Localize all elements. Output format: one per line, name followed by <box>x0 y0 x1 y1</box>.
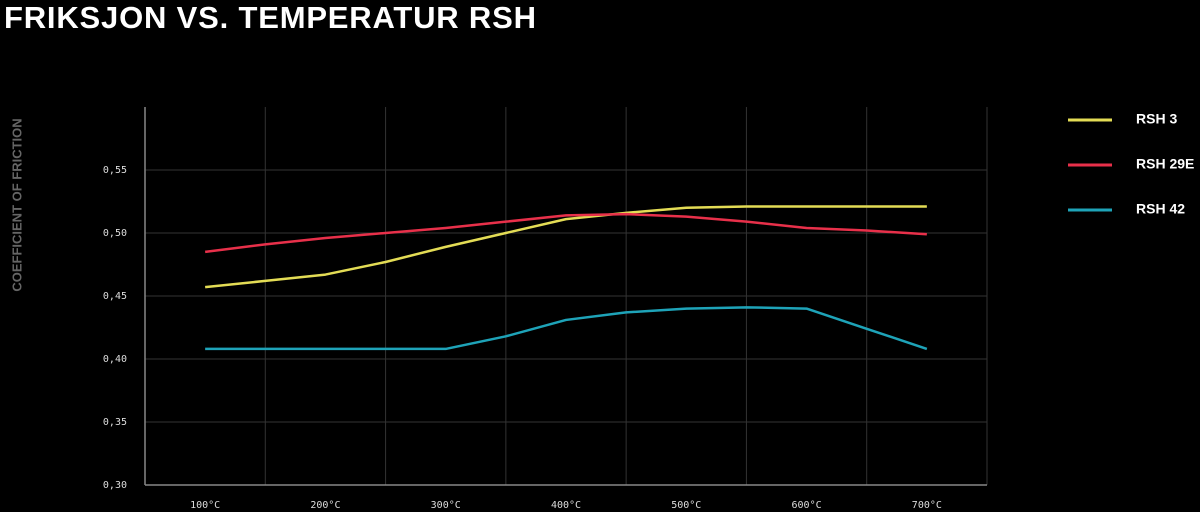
y-tick-label: 0,50 <box>103 228 127 239</box>
x-tick-label: 500°C <box>671 500 701 511</box>
y-tick-label: 0,55 <box>103 165 127 176</box>
y-axis-label: COEFFICIENT OF FRICTION <box>9 118 24 291</box>
legend-label: RSH 42 <box>1136 201 1185 217</box>
x-tick-label: 100°C <box>190 500 220 511</box>
x-tick-label: 200°C <box>310 500 340 511</box>
chart-title: FRIKSJON VS. TEMPERATUR RSH <box>4 0 536 35</box>
y-tick-label: 0,30 <box>103 480 127 491</box>
y-tick-label: 0,40 <box>103 354 127 365</box>
x-tick-label: 700°C <box>912 500 942 511</box>
y-tick-label: 0,45 <box>103 291 127 302</box>
y-tick-label: 0,35 <box>103 417 127 428</box>
series-line <box>205 205 927 289</box>
series-line <box>205 306 928 351</box>
legend-label: RSH 29E <box>1136 156 1194 172</box>
x-tick-label: 400°C <box>551 500 581 511</box>
x-tick-label: 300°C <box>431 500 461 511</box>
x-tick-label: 600°C <box>792 500 822 511</box>
legend-label: RSH 3 <box>1136 111 1177 127</box>
series-line <box>204 212 927 254</box>
